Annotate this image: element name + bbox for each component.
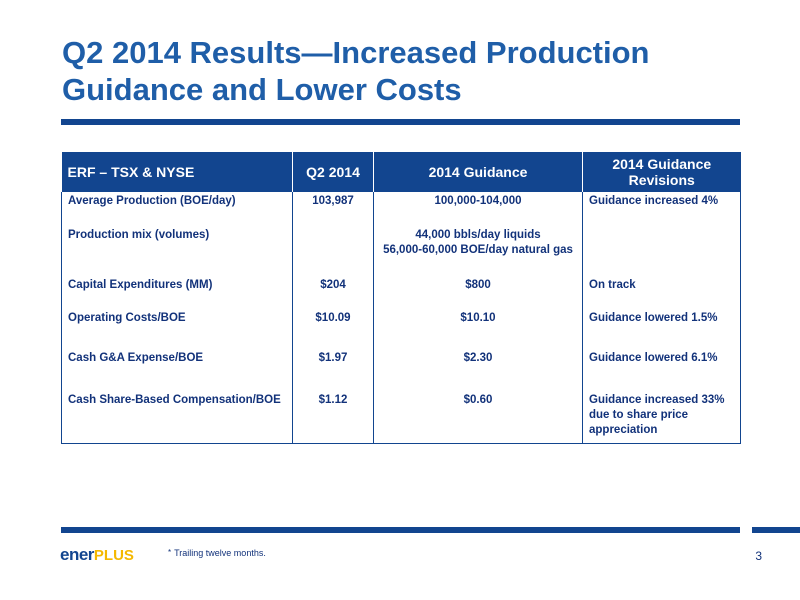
row-guidance-value: $0.60 — [373, 391, 583, 444]
row-metric: Cash G&A Expense/BOE — [61, 349, 293, 391]
logo-text-main: ener — [60, 545, 94, 564]
table-row: Average Production (BOE/day) 103,987 100… — [61, 192, 741, 226]
row-q2-value: $10.09 — [292, 309, 374, 349]
row-guidance-value: $10.10 — [373, 309, 583, 349]
table-row: Operating Costs/BOE $10.09 $10.10 Guidan… — [61, 309, 741, 349]
slide-title-line-1: Q2 2014 Results—Increased Production — [62, 35, 650, 70]
table-row: Cash Share-Based Compensation/BOE $1.12 … — [61, 391, 741, 444]
row-revision — [582, 226, 741, 276]
row-metric: Cash Share-Based Compensation/BOE — [61, 391, 293, 444]
enerplus-logo: enerPLUS — [60, 545, 134, 565]
row-guidance-value: 44,000 bbls/day liquids 56,000-60,000 BO… — [373, 226, 583, 276]
row-q2-value: $204 — [292, 276, 374, 309]
revision-line: due to share price — [589, 409, 689, 421]
row-guidance-value: $800 — [373, 276, 583, 309]
row-metric: Operating Costs/BOE — [61, 309, 293, 349]
revision-line: appreciation — [589, 424, 658, 436]
footer-divider — [61, 527, 740, 533]
header-company: ERF – TSX & NYSE — [61, 152, 293, 192]
row-revision: Guidance lowered 6.1% — [582, 349, 741, 391]
row-metric: Production mix (volumes) — [61, 226, 293, 276]
row-q2-value: $1.12 — [292, 391, 374, 444]
guidance-table: ERF – TSX & NYSE Q2 2014 2014 Guidance 2… — [61, 152, 741, 444]
row-revision: Guidance lowered 1.5% — [582, 309, 741, 349]
title-divider — [61, 119, 740, 125]
row-metric: Capital Expenditures (MM) — [61, 276, 293, 309]
footnote-marker: * — [168, 548, 172, 557]
header-2014-guidance: 2014 Guidance — [373, 152, 583, 192]
table-row: Production mix (volumes) 44,000 bbls/day… — [61, 226, 741, 276]
row-metric: Average Production (BOE/day) — [61, 192, 293, 226]
slide-title-line-2: Guidance and Lower Costs — [62, 72, 462, 107]
table-row: Cash G&A Expense/BOE $1.97 $2.30 Guidanc… — [61, 349, 741, 391]
row-q2-value: $1.97 — [292, 349, 374, 391]
row-revision: Guidance increased 33% due to share pric… — [582, 391, 741, 444]
header-q2-2014: Q2 2014 — [292, 152, 374, 192]
table-row: Capital Expenditures (MM) $204 $800 On t… — [61, 276, 741, 309]
row-revision: Guidance increased 4% — [582, 192, 741, 226]
guidance-liquids: 44,000 bbls/day liquids — [415, 229, 541, 241]
header-guidance-revisions: 2014 Guidance Revisions — [582, 152, 741, 192]
footer-divider-tab — [752, 527, 800, 533]
table-header-row: ERF – TSX & NYSE Q2 2014 2014 Guidance 2… — [61, 152, 741, 192]
logo-text-accent: PLUS — [93, 547, 134, 564]
page-number: 3 — [755, 549, 762, 563]
row-revision: On track — [582, 276, 741, 309]
row-q2-value: 103,987 — [292, 192, 374, 226]
footnote-text: Trailing twelve months. — [174, 548, 266, 558]
revision-line: Guidance increased 33% — [589, 394, 725, 406]
slide-title: Q2 2014 Results—Increased Production Gui… — [62, 34, 762, 108]
footnote: * Trailing twelve months. — [168, 548, 266, 558]
guidance-natural-gas: 56,000-60,000 BOE/day natural gas — [383, 244, 573, 256]
row-guidance-value: 100,000-104,000 — [373, 192, 583, 226]
row-guidance-value: $2.30 — [373, 349, 583, 391]
row-q2-value — [292, 226, 374, 276]
